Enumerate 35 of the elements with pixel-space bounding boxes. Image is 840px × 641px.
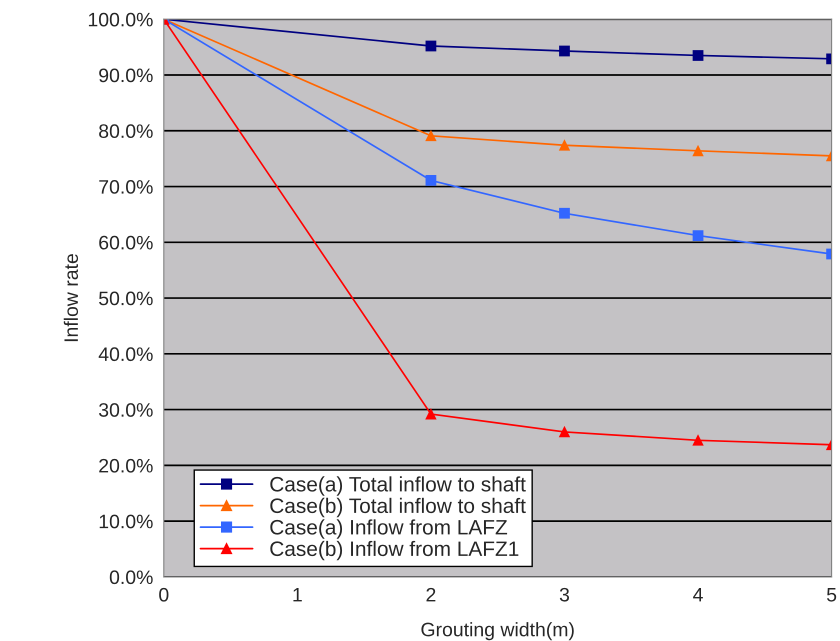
point (426, 40, 436, 52)
point (426, 175, 436, 186)
y-tick-label: 100.0% (88, 12, 153, 26)
y-tick-label: 80.0% (99, 124, 153, 138)
x-tick-label: 4 (693, 588, 703, 602)
x-tick-label: 1 (293, 588, 302, 602)
y-tick-label: 20.0% (99, 458, 153, 473)
y-tick-label: 10.0% (100, 514, 153, 528)
point (559, 426, 570, 438)
y-tick-label: 0.0% (110, 570, 153, 584)
point (692, 230, 704, 241)
y-axis-title: Inflow rate (64, 254, 78, 342)
x-axis-title: Grouting width(m) (421, 622, 574, 640)
x-tick-label: 0 (159, 588, 168, 602)
y-tick-label: 90.0% (99, 68, 153, 82)
point (692, 50, 704, 61)
legend-label: Case(a) Inflow from LAFZ (270, 519, 508, 539)
point (559, 140, 570, 151)
legend-label: Case(b) Total inflow to shaft (270, 498, 526, 518)
y-tick-label: 60.0% (99, 236, 153, 250)
y-tick-label: 70.0% (99, 180, 153, 194)
x-tick-label: 3 (560, 588, 570, 602)
y-tick-label: 40.0% (98, 347, 153, 362)
y-tick-label: 30.0% (98, 403, 153, 417)
point (426, 408, 436, 420)
legend-label: Case(b) Inflow from LAFZ1 (270, 540, 518, 560)
legend-label: Case(a) Total inflow to shaft (270, 476, 526, 496)
point (692, 434, 704, 446)
point (426, 130, 436, 142)
y-tick-label: 50.0% (99, 292, 153, 306)
point (692, 145, 704, 156)
x-tick-label: 5 (826, 588, 836, 602)
x-tick-label: 2 (426, 588, 436, 602)
point (559, 46, 570, 56)
point (559, 208, 570, 219)
